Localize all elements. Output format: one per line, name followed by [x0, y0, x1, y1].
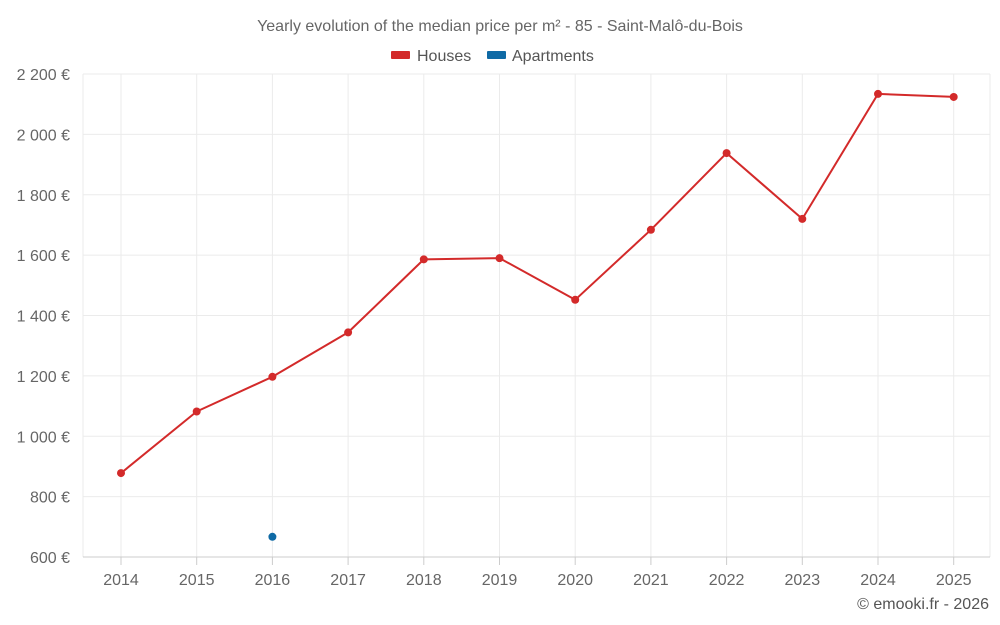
- x-tick-label: 2016: [255, 572, 291, 589]
- y-tick-label: 1 600 €: [17, 248, 70, 265]
- data-point-houses-2021[interactable]: [646, 225, 655, 234]
- series-layer: [117, 89, 958, 541]
- series-apartments: [268, 532, 277, 541]
- series-line-houses: [120, 92, 954, 474]
- y-tick-label: 2 200 €: [17, 67, 70, 84]
- chart-title: Yearly evolution of the median price per…: [257, 18, 743, 35]
- data-point-houses-2019[interactable]: [495, 254, 504, 263]
- x-tick-label: 2015: [179, 572, 215, 589]
- y-tick-label: 1 000 €: [17, 429, 70, 446]
- legend-label-apartments: Apartments: [512, 48, 594, 65]
- data-point-houses-2014[interactable]: [117, 469, 125, 478]
- x-axis-labels: 2014 2015 2016 2017 2018 2019 2020 2021 2022 2023…: [103, 572, 971, 589]
- data-point-houses-2023[interactable]: [798, 214, 807, 223]
- data-point-houses-2018[interactable]: [419, 255, 428, 264]
- axes: [83, 556, 990, 565]
- legend-swatch-houses: [391, 51, 410, 59]
- y-tick-label: 1 800 €: [17, 188, 70, 205]
- legend: Houses Apartments: [391, 48, 594, 65]
- data-point-houses-2022[interactable]: [722, 149, 731, 158]
- y-tick-label: 1 200 €: [17, 369, 70, 386]
- series-houses: [117, 89, 958, 478]
- legend-item-apartments[interactable]: Apartments: [487, 48, 594, 65]
- y-tick-label: 1 400 €: [17, 309, 70, 326]
- x-tick-label: 2017: [330, 572, 366, 589]
- data-point-houses-2016[interactable]: [268, 372, 277, 381]
- data-point-houses-2017[interactable]: [344, 328, 353, 337]
- legend-item-houses[interactable]: Houses: [391, 48, 471, 65]
- credit-text: © emooki.fr - 2026: [857, 596, 989, 613]
- data-point-apartments-2016[interactable]: [268, 532, 277, 541]
- legend-label-houses: Houses: [417, 48, 471, 65]
- x-tick-label: 2023: [785, 572, 821, 589]
- data-point-houses-2025[interactable]: [949, 92, 958, 101]
- x-tick-label: 2021: [633, 572, 669, 589]
- x-tick-label: 2019: [482, 572, 518, 589]
- y-tick-label: 2 000 €: [17, 127, 70, 144]
- x-tick-label: 2020: [557, 572, 593, 589]
- y-tick-label: 800 €: [30, 490, 70, 507]
- x-tick-label: 2025: [936, 572, 972, 589]
- y-tick-label: 600 €: [30, 550, 70, 567]
- data-point-houses-2020[interactable]: [571, 295, 580, 304]
- x-tick-label: 2014: [103, 572, 139, 589]
- data-point-houses-2015[interactable]: [192, 407, 201, 416]
- x-tick-label: 2018: [406, 572, 442, 589]
- x-tick-label: 2024: [860, 572, 896, 589]
- legend-swatch-apartments: [487, 51, 506, 59]
- data-point-houses-2024[interactable]: [874, 89, 882, 98]
- y-axis-labels: 600 € 800 € 1 000 € 1 200 € 1 400 € 1 600 € 1 …: [17, 67, 70, 567]
- gridlines: [82, 73, 991, 557]
- x-tick-label: 2022: [709, 572, 745, 589]
